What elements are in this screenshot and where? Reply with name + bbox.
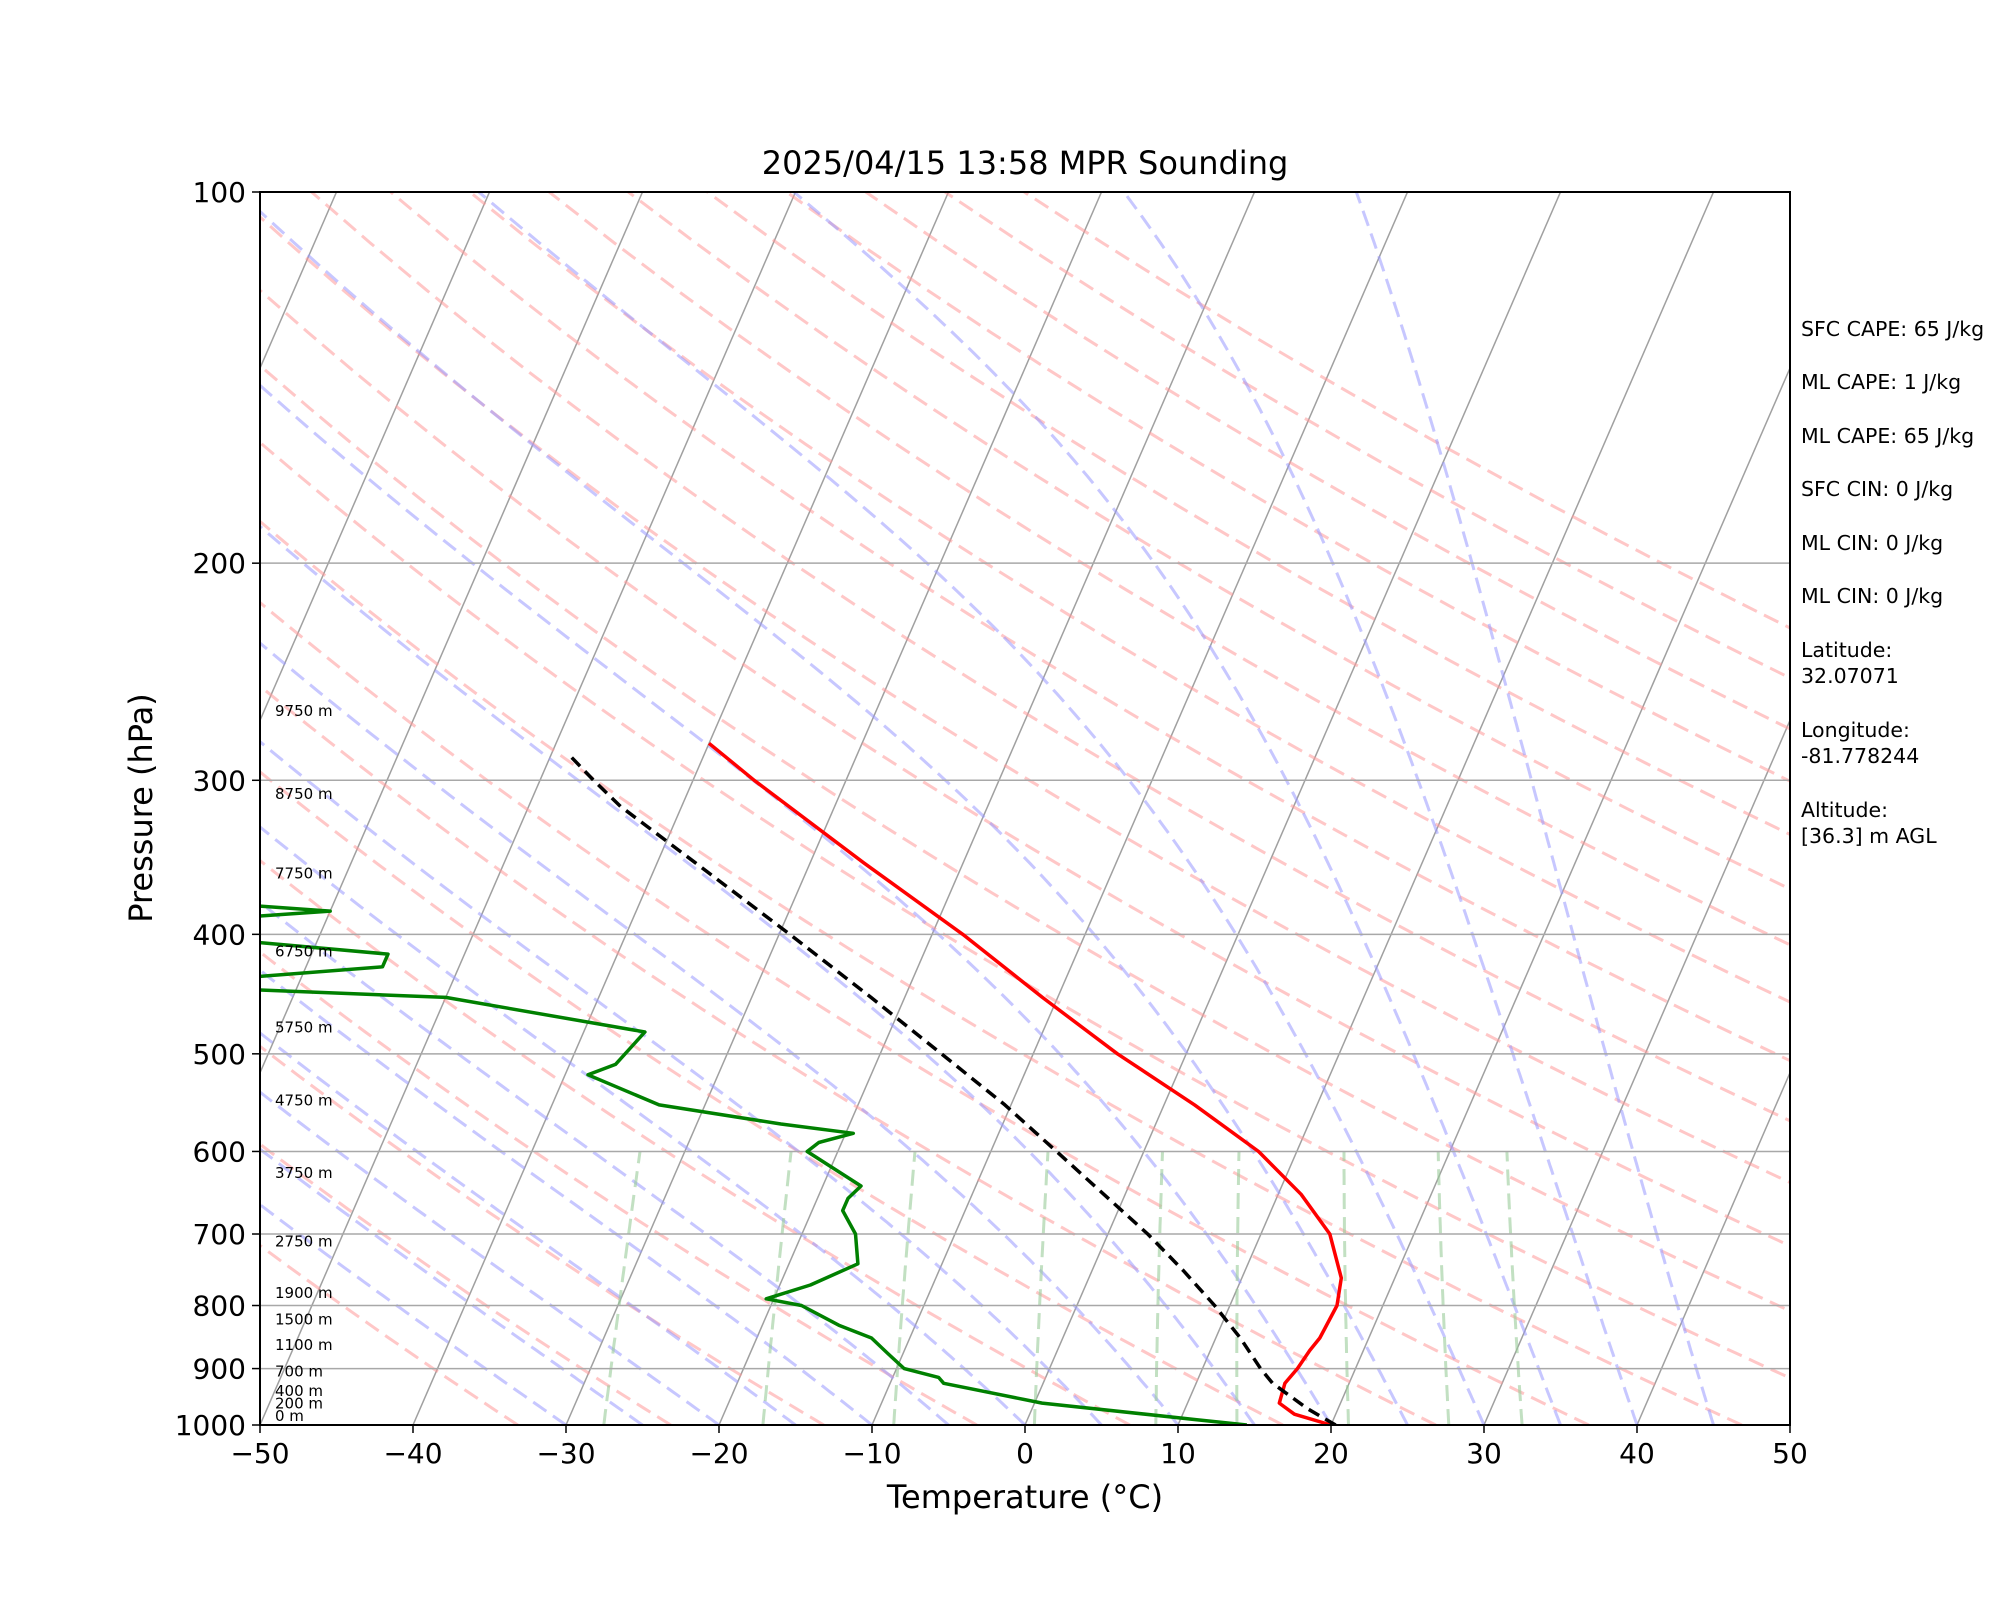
y-tick-label: 700 — [193, 1218, 246, 1251]
isotherm-line — [0, 192, 31, 1425]
isotherm-line — [1178, 192, 1714, 1425]
x-tick-label: −10 — [842, 1437, 901, 1470]
height-label: 5750 m — [275, 1018, 333, 1036]
dry-adiabat — [0, 192, 1130, 1425]
x-tick-label: −20 — [689, 1437, 748, 1470]
chart-title: 2025/04/15 13:58 MPR Sounding — [762, 144, 1289, 182]
profile-lines — [16, 743, 1341, 1425]
moist-adiabat — [479, 192, 1484, 1425]
y-tick-label: 500 — [193, 1038, 246, 1071]
mixing-ratio-line — [1034, 1152, 1048, 1426]
y-tick-label: 800 — [193, 1290, 246, 1323]
y-axis-title: Pressure (hPa) — [122, 693, 160, 923]
height-label: 1100 m — [275, 1336, 333, 1354]
moist-adiabat — [0, 192, 1101, 1425]
isotherm-line — [107, 192, 643, 1425]
stat-line: Latitude: — [1801, 638, 1892, 662]
isotherm-line — [1025, 192, 1561, 1425]
stat-line: 32.07071 — [1801, 664, 1899, 688]
stat-line: Longitude: — [1801, 718, 1910, 742]
y-tick-label: 400 — [193, 918, 246, 951]
stat-line: SFC CIN: 0 J/kg — [1801, 477, 1953, 501]
y-tick-label: 900 — [193, 1353, 246, 1386]
height-label: 700 m — [275, 1362, 323, 1380]
x-tick-label: 40 — [1619, 1437, 1655, 1470]
x-tick-label: −40 — [383, 1437, 442, 1470]
stat-line: [36.3] m AGL — [1801, 824, 1937, 848]
x-tick-label: 30 — [1466, 1437, 1502, 1470]
height-label: 8750 m — [275, 785, 333, 803]
dewpoint-profile — [16, 753, 1246, 1425]
mixing-ratio-line — [1156, 1152, 1163, 1426]
stat-line: Altitude: — [1801, 798, 1888, 822]
stat-line: SFC CAPE: 65 J/kg — [1801, 317, 1984, 341]
height-label: 7750 m — [275, 864, 333, 882]
stat-line: ML CAPE: 1 J/kg — [1801, 370, 1961, 394]
y-tick-label: 100 — [193, 176, 246, 209]
height-label: 400 m — [275, 1382, 323, 1400]
moist-adiabat — [0, 192, 796, 1425]
isotherm-line — [413, 192, 949, 1425]
dry-adiabat — [549, 192, 2000, 1425]
sounding-stats: SFC CAPE: 65 J/kg ML CAPE: 1 J/kg ML CAPE:… — [1801, 317, 1984, 848]
moist-adiabat — [0, 192, 1178, 1425]
x-tick-label: −30 — [536, 1437, 595, 1470]
x-tick-label: 0 — [1016, 1437, 1034, 1470]
x-tick-label: 50 — [1772, 1437, 1808, 1470]
stat-line: ML CIN: 0 J/kg — [1801, 584, 1943, 608]
height-label: 1900 m — [275, 1284, 333, 1302]
isotherm-line — [566, 192, 1102, 1425]
dry-adiabat — [0, 192, 518, 1425]
plot-frame — [260, 192, 1790, 1425]
mixing-ratio-line — [1344, 1152, 1349, 1426]
x-tick-label: 20 — [1313, 1437, 1349, 1470]
y-tick-label: 600 — [193, 1135, 246, 1168]
height-label: 6750 m — [275, 942, 333, 960]
moist-adiabat — [1124, 192, 1637, 1425]
x-tick-label: 10 — [1160, 1437, 1196, 1470]
dry-adiabat — [0, 192, 671, 1425]
height-label: 1500 m — [275, 1310, 333, 1328]
stat-line: ML CAPE: 65 J/kg — [1801, 424, 1974, 448]
height-label: 9750 m — [275, 702, 333, 720]
y-tick-label: 300 — [193, 764, 246, 797]
height-label: 4750 m — [275, 1092, 333, 1110]
mixing-ratio-line — [1438, 1152, 1449, 1426]
dry-adiabat — [391, 192, 2000, 1425]
x-axis-title: Temperature (°C) — [886, 1478, 1163, 1516]
isotherm-line — [1331, 192, 1867, 1425]
y-tick-label: 200 — [193, 547, 246, 580]
height-label: 2750 m — [275, 1233, 333, 1251]
isotherm-line — [872, 192, 1408, 1425]
moist-adiabat — [1356, 192, 1713, 1425]
moist-adiabat — [0, 192, 1255, 1425]
stat-line: -81.778244 — [1801, 744, 1919, 768]
height-label: 3750 m — [275, 1164, 333, 1182]
y-tick-label: 1000 — [175, 1409, 246, 1442]
stat-line: ML CIN: 0 J/kg — [1801, 531, 1943, 555]
dry-adiabat — [312, 192, 2000, 1425]
